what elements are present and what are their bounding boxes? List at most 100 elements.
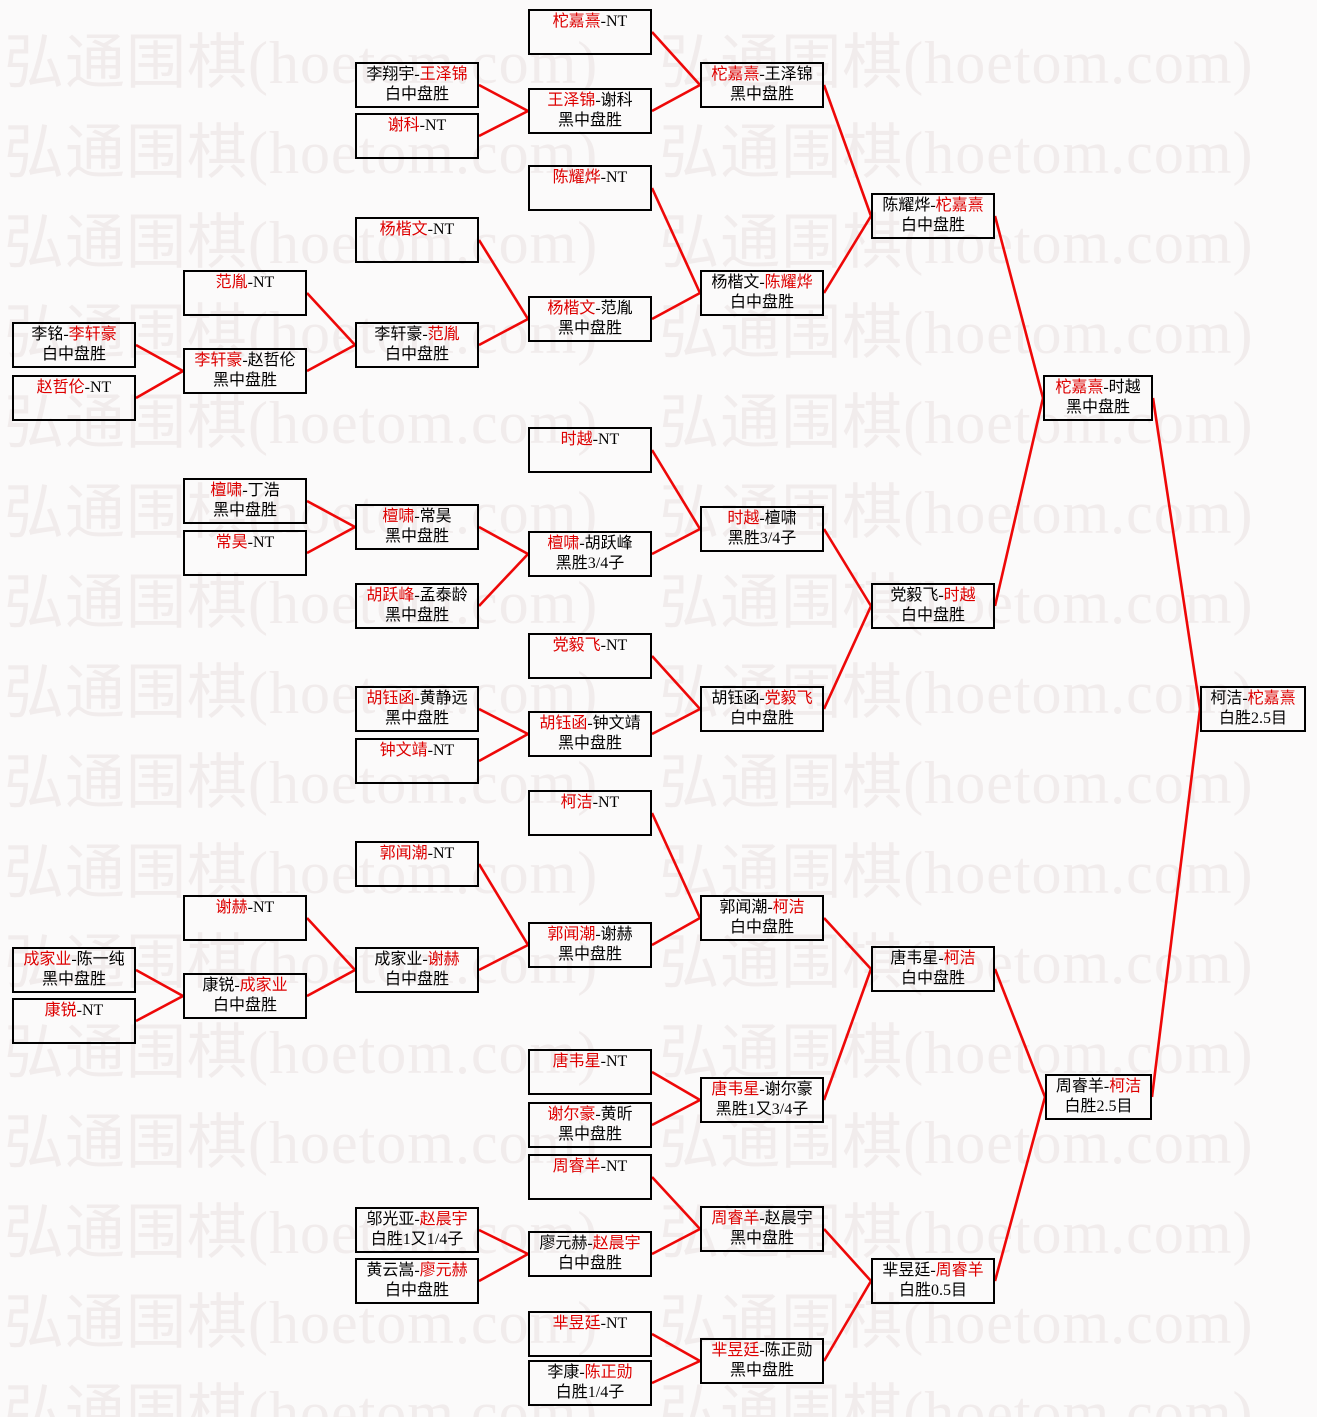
connector-line	[823, 917, 872, 970]
match-result: 白中盘胜	[729, 919, 794, 936]
winner-name: 柯洁	[560, 794, 593, 811]
match-players: 唐韦星-谢尔豪	[702, 1080, 822, 1100]
match-players: 成家业-陈一纯	[14, 950, 134, 970]
match-players: 檀啸-胡跃峰	[530, 534, 650, 554]
match-result: 黑中盘胜	[1065, 399, 1130, 416]
player-name: -钟文靖	[587, 715, 641, 732]
match-players: 康锐-成家业	[185, 976, 305, 996]
match-box-b44: 唐韦星-谢尔豪 黑胜1又3/4子	[700, 1077, 824, 1123]
match-players: 胡钰函-钟文靖	[530, 714, 650, 734]
match-result: 白胜1又1/4子	[370, 1231, 464, 1248]
match-result	[357, 136, 477, 156]
connector-line	[306, 917, 356, 971]
match-players: 周睿羊-柯洁	[1047, 1077, 1150, 1097]
player-name: -谢赫	[595, 926, 633, 943]
match-result	[530, 1177, 650, 1197]
match-box-b48: 党毅飞-时越 白中盘胜	[871, 583, 995, 629]
match-result	[185, 918, 305, 938]
match-result	[357, 240, 477, 260]
match-players: 谢赫-NT	[185, 898, 305, 918]
connector-line	[822, 1280, 873, 1362]
connector-line	[478, 83, 529, 113]
player-name: -时越	[1103, 379, 1141, 396]
player-name: 黄云嵩-	[366, 1262, 420, 1279]
winner-name: 柁嘉熹	[711, 66, 760, 83]
player-name: -檀啸	[759, 510, 797, 527]
winner-name: 党毅飞	[764, 690, 813, 707]
match-players: 胡钰函-黄静远	[357, 689, 477, 709]
match-box-b04: 康锐-NT	[12, 998, 136, 1044]
connector-line	[306, 343, 356, 373]
player-name: -范胤	[595, 300, 633, 317]
winner-name: 王泽锦	[419, 66, 468, 83]
connector-line	[135, 968, 184, 998]
match-result: 黑胜1又3/4子	[715, 1101, 809, 1118]
player-name: -NT	[427, 742, 455, 759]
connector-line	[651, 83, 701, 113]
winner-name: 范胤	[427, 326, 460, 343]
match-players: 钟文靖-NT	[357, 741, 477, 761]
connector-line	[651, 707, 701, 736]
player-name: 邬光亚-	[366, 1211, 420, 1228]
match-box-b08: 常昊-NT	[183, 530, 307, 576]
match-result: 白中盘胜	[41, 346, 106, 363]
winner-name: 成家业	[23, 951, 72, 968]
match-box-b36: 廖元赫-赵晨宇 白中盘胜	[528, 1231, 652, 1277]
match-result	[185, 553, 305, 573]
match-players: 郭闻潮-谢赫	[530, 925, 650, 945]
winner-name: 柁嘉熹	[935, 197, 984, 214]
player-name: 李铭-	[31, 326, 69, 343]
player-name: -NT	[427, 221, 455, 238]
player-name: -黄静远	[414, 690, 468, 707]
match-box-b42: 胡钰函-党毅飞 白中盘胜	[700, 686, 824, 732]
player-name: -NT	[247, 899, 275, 916]
connector-line	[135, 994, 184, 1023]
connector-line	[478, 525, 529, 556]
match-result: 白胜2.5目	[1218, 710, 1287, 727]
connector-line	[478, 1228, 529, 1256]
winner-name: 时越	[943, 587, 976, 604]
connector-line	[477, 863, 530, 946]
winner-name: 李轩豪	[194, 352, 243, 369]
match-box-b12: 谢科-NT	[355, 113, 479, 159]
match-box-b43: 郭闻潮-柯洁 白中盘胜	[700, 895, 824, 941]
connector-line	[651, 1332, 701, 1363]
winner-name: 李轩豪	[68, 326, 117, 343]
match-result	[14, 1021, 134, 1041]
connector-line	[823, 1228, 872, 1282]
player-name: 廖元赫-	[539, 1235, 593, 1252]
player-name: -NT	[247, 274, 275, 291]
player-name: -谢科	[595, 92, 633, 109]
match-result: 白中盘胜	[729, 710, 794, 727]
match-result	[530, 656, 650, 676]
player-name: 周睿羊-	[1055, 1078, 1110, 1095]
match-result: 白中盘胜	[900, 217, 965, 234]
match-players: 郭闻潮-柯洁	[702, 898, 822, 918]
match-result: 黑中盘胜	[557, 320, 622, 337]
match-players: 谢尔豪-黄昕	[530, 1105, 650, 1125]
match-players: 赵哲伦-NT	[14, 378, 134, 398]
winner-name: 陈正勋	[584, 1364, 633, 1381]
match-box-b13: 杨楷文-NT	[355, 217, 479, 263]
match-box-b18: 钟文靖-NT	[355, 738, 479, 784]
match-box-b41: 时越-檀啸 黑胜3/4子	[700, 506, 824, 552]
connector-line	[651, 655, 701, 710]
winner-name: 时越	[560, 431, 593, 448]
winner-name: 王泽锦	[547, 92, 596, 109]
match-box-b40: 杨楷文-陈耀烨 白中盘胜	[700, 270, 824, 316]
match-players: 邬光亚-赵晨宇	[357, 1210, 477, 1230]
match-result: 白中盘胜	[212, 997, 277, 1014]
match-box-b52: 周睿羊-柯洁 白胜2.5目	[1045, 1074, 1152, 1120]
match-box-b45: 周睿羊-赵晨宇 黑中盘胜	[700, 1206, 824, 1252]
connector-line	[478, 553, 529, 607]
match-result: 白中盘胜	[384, 1282, 449, 1299]
match-result	[530, 813, 650, 833]
match-box-b27: 时越-NT	[528, 427, 652, 473]
connector-line	[651, 1359, 701, 1385]
match-players: 党毅飞-NT	[530, 636, 650, 656]
winner-name: 常昊	[215, 534, 248, 551]
match-box-b53: 柯洁-柁嘉熹 白胜2.5目	[1200, 686, 1306, 732]
winner-name: 杨楷文	[547, 300, 596, 317]
connector-line	[993, 215, 1045, 399]
